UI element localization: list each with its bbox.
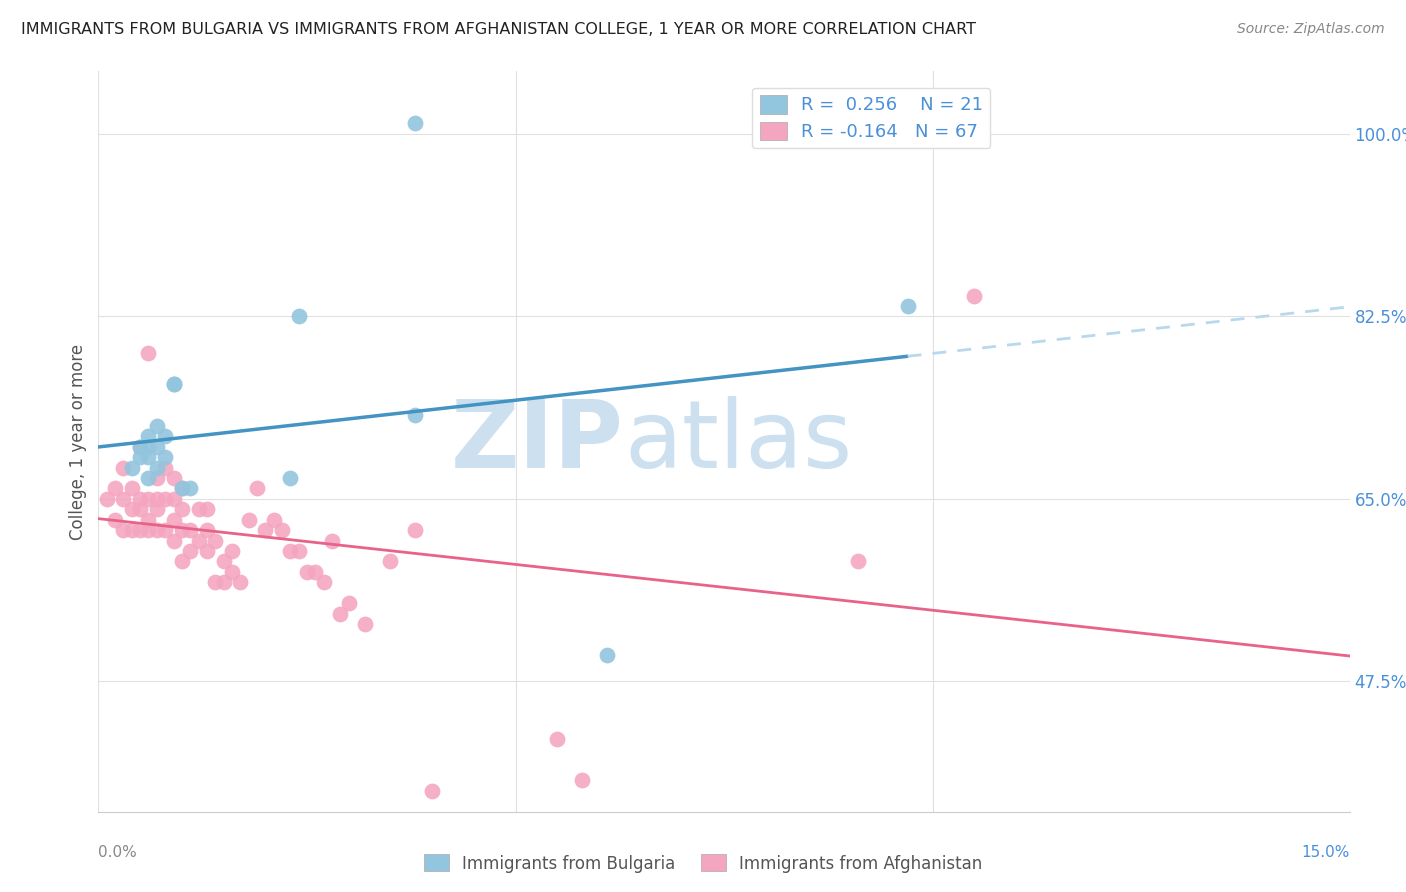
Point xyxy=(204,575,226,590)
Text: atlas: atlas xyxy=(624,395,852,488)
Point xyxy=(204,533,226,548)
Point xyxy=(146,502,169,516)
Point xyxy=(295,565,318,579)
Point xyxy=(221,565,243,579)
Point xyxy=(179,523,201,537)
Point xyxy=(138,491,160,506)
Point xyxy=(162,513,184,527)
Point xyxy=(104,513,127,527)
Point xyxy=(112,523,135,537)
Point xyxy=(153,429,176,443)
Point xyxy=(304,565,326,579)
Point xyxy=(121,460,143,475)
Point xyxy=(246,482,269,496)
Point xyxy=(170,482,193,496)
Point xyxy=(404,116,426,130)
Point xyxy=(380,554,402,568)
Point xyxy=(129,502,152,516)
Point xyxy=(187,502,209,516)
Point xyxy=(146,440,169,454)
Point xyxy=(112,491,135,506)
Legend: Immigrants from Bulgaria, Immigrants from Afghanistan: Immigrants from Bulgaria, Immigrants fro… xyxy=(418,847,988,880)
Point xyxy=(129,491,152,506)
Point xyxy=(271,523,294,537)
Text: 0.0%: 0.0% xyxy=(98,845,138,860)
Point xyxy=(963,288,986,302)
Point xyxy=(254,523,277,537)
Point xyxy=(162,377,184,392)
Point xyxy=(138,471,160,485)
Point xyxy=(596,648,619,663)
Point xyxy=(321,533,343,548)
Point xyxy=(138,346,160,360)
Text: IMMIGRANTS FROM BULGARIA VS IMMIGRANTS FROM AFGHANISTAN COLLEGE, 1 YEAR OR MORE : IMMIGRANTS FROM BULGARIA VS IMMIGRANTS F… xyxy=(21,22,976,37)
Point xyxy=(153,491,176,506)
Text: 15.0%: 15.0% xyxy=(1302,845,1350,860)
Point xyxy=(187,533,209,548)
Point xyxy=(312,575,335,590)
Point xyxy=(179,544,201,558)
Point xyxy=(146,418,169,433)
Point xyxy=(170,482,193,496)
Point xyxy=(112,460,135,475)
Point xyxy=(153,523,176,537)
Point xyxy=(221,544,243,558)
Point xyxy=(404,523,426,537)
Point xyxy=(96,491,118,506)
Point xyxy=(420,784,443,798)
Point xyxy=(170,523,193,537)
Point xyxy=(138,513,160,527)
Point xyxy=(287,310,309,324)
Point xyxy=(138,429,160,443)
Point xyxy=(146,523,169,537)
Point xyxy=(170,554,193,568)
Point xyxy=(121,523,143,537)
Text: ZIP: ZIP xyxy=(451,395,624,488)
Point xyxy=(170,502,193,516)
Point xyxy=(146,491,169,506)
Point xyxy=(897,299,920,313)
Point xyxy=(329,607,352,621)
Point xyxy=(195,502,218,516)
Point xyxy=(162,377,184,392)
Point xyxy=(571,773,593,788)
Point xyxy=(337,596,360,610)
Point xyxy=(179,482,201,496)
Point xyxy=(162,471,184,485)
Point xyxy=(121,502,143,516)
Point xyxy=(238,513,260,527)
Point xyxy=(129,440,152,454)
Point xyxy=(153,460,176,475)
Point xyxy=(138,450,160,465)
Point xyxy=(212,554,235,568)
Point xyxy=(146,460,169,475)
Point xyxy=(195,523,218,537)
Point xyxy=(162,533,184,548)
Point xyxy=(287,544,309,558)
Point xyxy=(354,617,377,632)
Point xyxy=(138,440,160,454)
Point xyxy=(162,491,184,506)
Point xyxy=(146,471,169,485)
Point xyxy=(138,523,160,537)
Legend: R =  0.256    N = 21, R = -0.164   N = 67: R = 0.256 N = 21, R = -0.164 N = 67 xyxy=(752,87,990,148)
Text: Source: ZipAtlas.com: Source: ZipAtlas.com xyxy=(1237,22,1385,37)
Point xyxy=(846,554,869,568)
Point xyxy=(129,440,152,454)
Point xyxy=(263,513,285,527)
Y-axis label: College, 1 year or more: College, 1 year or more xyxy=(69,343,87,540)
Point xyxy=(195,544,218,558)
Point xyxy=(278,471,301,485)
Point xyxy=(278,544,301,558)
Point xyxy=(121,482,143,496)
Point xyxy=(129,450,152,465)
Point xyxy=(153,450,176,465)
Point xyxy=(129,523,152,537)
Point xyxy=(212,575,235,590)
Point xyxy=(104,482,127,496)
Point xyxy=(546,731,568,746)
Point xyxy=(404,409,426,423)
Point xyxy=(229,575,252,590)
